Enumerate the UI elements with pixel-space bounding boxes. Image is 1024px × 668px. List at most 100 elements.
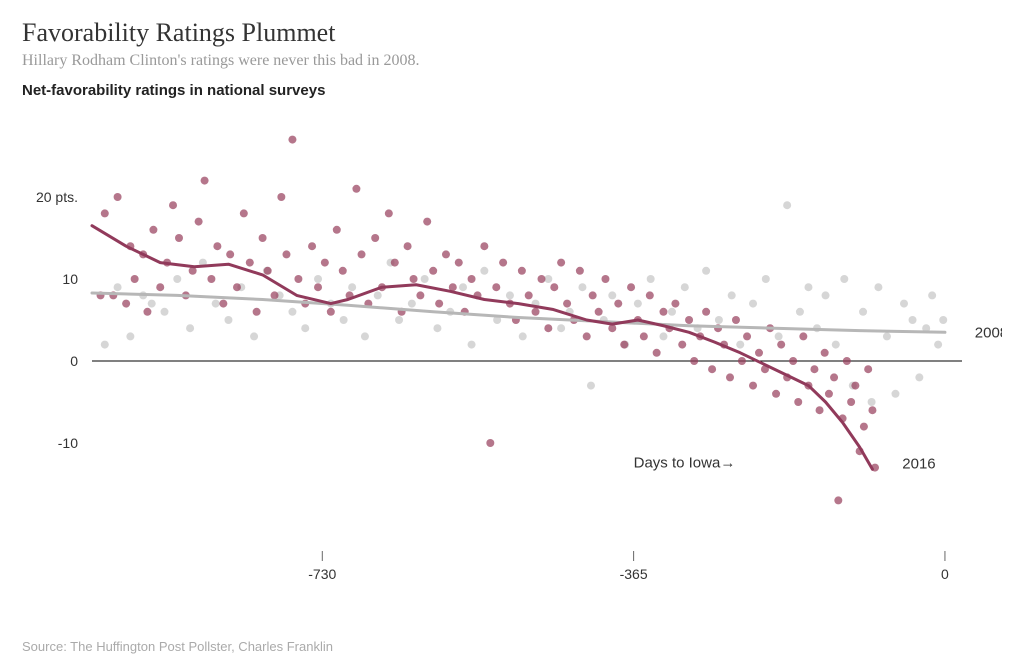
y-tick-label: 10 xyxy=(62,271,78,287)
data-point-2008 xyxy=(459,283,467,291)
data-point-2008 xyxy=(868,398,876,406)
data-point-2008 xyxy=(348,283,356,291)
data-point-2008 xyxy=(728,291,736,299)
data-point-2016 xyxy=(131,275,139,283)
data-point-2016 xyxy=(550,283,558,291)
data-point-2016 xyxy=(486,439,494,447)
data-point-2016 xyxy=(601,275,609,283)
data-point-2008 xyxy=(909,316,917,324)
data-point-2016 xyxy=(576,267,584,275)
data-point-2016 xyxy=(653,349,661,357)
data-point-2016 xyxy=(240,209,248,217)
data-point-2016 xyxy=(702,308,710,316)
data-point-2008 xyxy=(762,275,770,283)
data-point-2008 xyxy=(468,341,476,349)
source-text: Source: The Huffington Post Pollster, Ch… xyxy=(22,639,333,654)
data-point-2008 xyxy=(250,332,258,340)
data-point-2016 xyxy=(794,398,802,406)
data-point-2016 xyxy=(532,308,540,316)
data-point-2016 xyxy=(821,349,829,357)
x-tick-label: 0 xyxy=(941,566,949,582)
data-point-2016 xyxy=(690,357,698,365)
data-point-2016 xyxy=(864,365,872,373)
data-point-2008 xyxy=(557,324,565,332)
data-point-2016 xyxy=(726,373,734,381)
data-point-2016 xyxy=(492,283,500,291)
data-point-2008 xyxy=(361,332,369,340)
data-point-2008 xyxy=(681,283,689,291)
data-point-2016 xyxy=(435,300,443,308)
data-point-2016 xyxy=(404,242,412,250)
data-point-2008 xyxy=(736,341,744,349)
data-point-2008 xyxy=(587,382,595,390)
x-tick-label: -730 xyxy=(308,566,336,582)
data-point-2008 xyxy=(506,291,514,299)
data-point-2008 xyxy=(480,267,488,275)
data-point-2016 xyxy=(282,250,290,258)
data-point-2016 xyxy=(455,259,463,267)
data-point-2016 xyxy=(195,218,203,226)
data-point-2016 xyxy=(156,283,164,291)
data-point-2008 xyxy=(749,300,757,308)
x-tick-label: -365 xyxy=(620,566,648,582)
data-point-2008 xyxy=(796,308,804,316)
y-tick-label: -10 xyxy=(58,435,78,451)
data-point-2016 xyxy=(226,250,234,258)
data-point-2016 xyxy=(732,316,740,324)
series-label-2016: 2016 xyxy=(902,456,935,473)
data-point-2008 xyxy=(126,332,134,340)
data-point-2016 xyxy=(825,390,833,398)
data-point-2016 xyxy=(868,406,876,414)
data-point-2008 xyxy=(395,316,403,324)
scatter-chart: -1001020 pts.-730-365020082016Days to Io… xyxy=(22,105,1002,585)
page-title: Favorability Ratings Plummet xyxy=(22,18,1002,48)
data-point-2016 xyxy=(816,406,824,414)
data-point-2016 xyxy=(169,201,177,209)
data-point-2016 xyxy=(423,218,431,226)
data-point-2016 xyxy=(743,332,751,340)
data-point-2008 xyxy=(900,300,908,308)
data-point-2008 xyxy=(659,332,667,340)
data-point-2016 xyxy=(589,291,597,299)
data-point-2008 xyxy=(173,275,181,283)
data-point-2008 xyxy=(928,291,936,299)
data-point-2016 xyxy=(777,341,785,349)
data-point-2016 xyxy=(314,283,322,291)
data-point-2016 xyxy=(772,390,780,398)
data-point-2016 xyxy=(789,357,797,365)
data-point-2016 xyxy=(442,250,450,258)
data-point-2016 xyxy=(143,308,151,316)
data-point-2008 xyxy=(832,341,840,349)
data-point-2008 xyxy=(161,308,169,316)
data-point-2008 xyxy=(822,291,830,299)
data-point-2016 xyxy=(595,308,603,316)
data-point-2016 xyxy=(749,382,757,390)
chart-container: Favorability Ratings Plummet Hillary Rod… xyxy=(0,0,1024,668)
y-tick-label: 0 xyxy=(70,353,78,369)
data-point-2016 xyxy=(246,259,254,267)
data-point-2016 xyxy=(201,177,209,185)
data-point-2016 xyxy=(410,275,418,283)
data-point-2016 xyxy=(327,308,335,316)
data-point-2016 xyxy=(321,259,329,267)
data-point-2008 xyxy=(647,275,655,283)
data-point-2008 xyxy=(783,201,791,209)
data-point-2016 xyxy=(264,267,272,275)
data-point-2008 xyxy=(891,390,899,398)
data-point-2008 xyxy=(939,316,947,324)
data-point-2008 xyxy=(408,300,416,308)
data-point-2016 xyxy=(678,341,686,349)
data-point-2016 xyxy=(416,291,424,299)
data-point-2016 xyxy=(830,373,838,381)
data-point-2016 xyxy=(659,308,667,316)
data-point-2008 xyxy=(883,332,891,340)
page-subtitle: Hillary Rodham Clinton's ratings were ne… xyxy=(22,52,1002,70)
data-point-2016 xyxy=(468,275,476,283)
data-point-2016 xyxy=(843,357,851,365)
data-point-2016 xyxy=(391,259,399,267)
data-point-2016 xyxy=(358,250,366,258)
data-point-2016 xyxy=(847,398,855,406)
data-point-2016 xyxy=(207,275,215,283)
data-point-2016 xyxy=(219,300,227,308)
data-point-2016 xyxy=(538,275,546,283)
